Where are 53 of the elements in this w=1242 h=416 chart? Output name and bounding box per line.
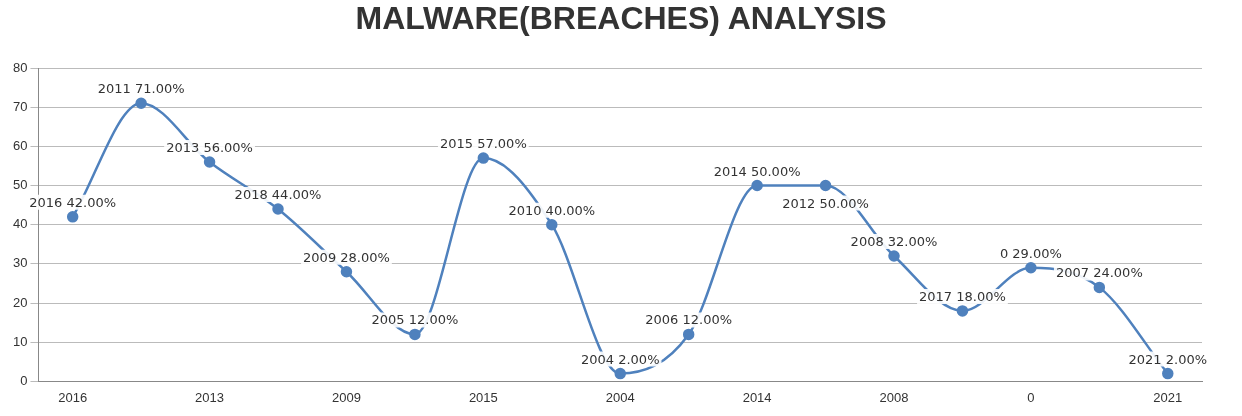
point [1025,262,1037,274]
point [477,152,490,164]
x-tick-label: 2004 [605,389,635,405]
point [682,328,695,341]
y-tick-label: 20 [12,294,28,310]
data-label: 2013 56.00% [166,140,253,156]
data-label: 2004 2.00% [580,351,660,367]
point [888,250,900,262]
point [66,211,79,223]
data-label: 2007 24.00% [1055,265,1143,281]
x-tick-label: 2015 [468,389,498,405]
y-tick-label: 0 [20,372,28,388]
data-label: 2014 50.00% [713,163,801,179]
x-tick-label: 2008 [879,389,909,405]
y-tick-label: 50 [12,177,28,193]
point [135,97,147,110]
point [409,328,421,341]
data-label: 2008 32.00% [850,234,938,250]
y-tick-label: 40 [12,216,28,232]
chart-title: MALWARE(BREACHES) ANALYSIS [354,0,888,38]
data-label: 2018 44.00% [234,187,322,203]
x-tick-label: 2009 [331,389,361,405]
x-tick-label: 2014 [742,389,772,405]
point [203,156,216,168]
data-label: 0 29.00% [999,245,1062,261]
x-tick-label: 0 [1027,389,1035,405]
data-label: 2015 57.00% [439,136,527,152]
data-label: 2010 40.00% [508,202,596,218]
x-tick-label: 2013 [195,389,225,405]
point [1162,367,1174,380]
point [272,203,284,215]
data-label: 2021 2.00% [1128,351,1208,367]
data-label: 2006 12.00% [645,312,733,328]
data-label: 2005 12.00% [371,312,459,328]
point [751,179,763,192]
x-tick-label: 2021 [1153,389,1183,405]
data-label: 2011 71.00% [97,81,185,97]
x-tick-label: 2016 [58,389,88,405]
point [956,305,969,317]
y-tick-label: 10 [12,333,28,349]
y-tick-label: 80 [12,59,28,75]
y-tick-label: 30 [12,255,28,271]
point [614,367,626,380]
point [340,265,353,278]
point [546,218,558,231]
point [1093,281,1106,294]
point [819,179,832,192]
data-label: 2016 42.00% [29,194,117,210]
data-label: 2017 18.00% [919,288,1006,304]
y-tick-label: 70 [12,98,28,114]
data-label: 2009 28.00% [303,249,390,265]
y-tick-label: 60 [12,137,28,153]
data-label: 2012 50.00% [782,195,869,211]
